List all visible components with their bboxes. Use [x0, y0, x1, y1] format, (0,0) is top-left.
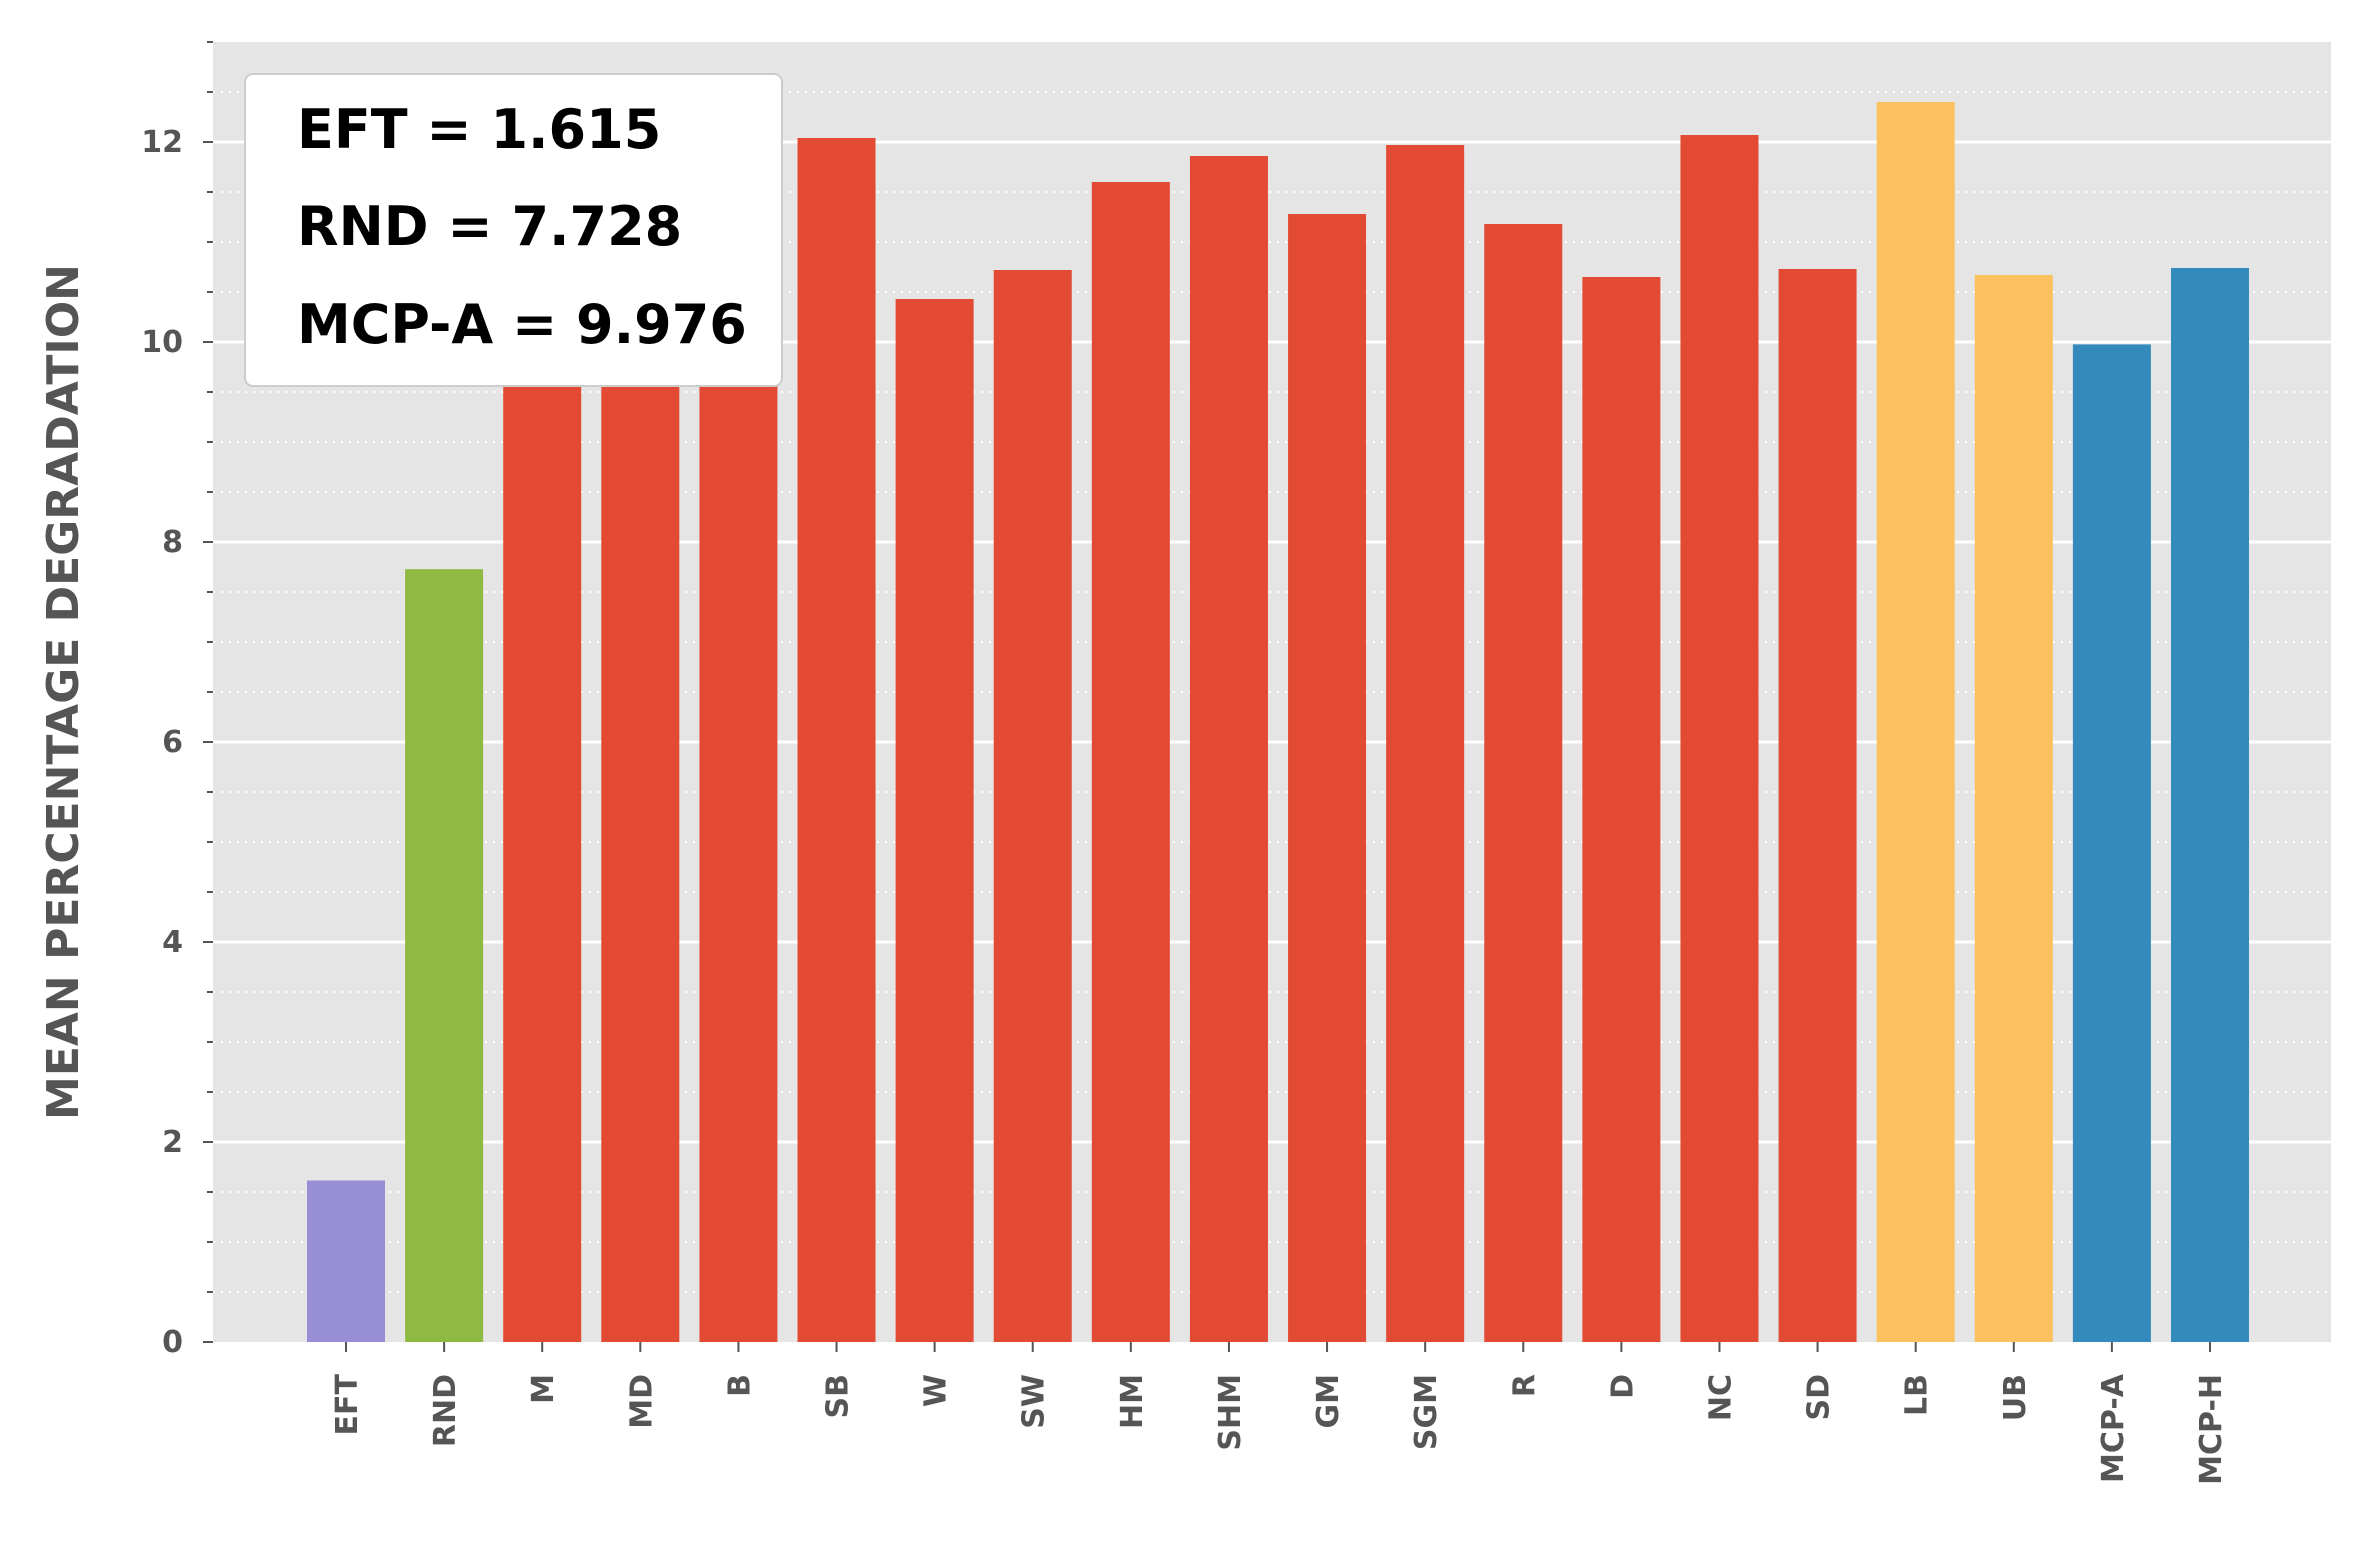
y-tick-label: 4: [162, 925, 183, 960]
bar-d: [1582, 277, 1661, 1342]
y-tick-label: 6: [162, 725, 183, 760]
bar-md: [601, 202, 680, 1342]
x-tick-label: W: [919, 1374, 954, 1407]
y-tick-label: 2: [162, 1125, 183, 1160]
y-tick-label: 10: [141, 325, 183, 360]
annotation-rnd: RND = 7.728: [297, 195, 682, 258]
annotation-eft: EFT = 1.615: [297, 98, 661, 161]
x-tick-label: SD: [1802, 1374, 1837, 1421]
x-tick-label: MCP-A: [2096, 1373, 2131, 1483]
y-axis: 0 2 4 6 8 10 12: [141, 41, 213, 1360]
x-tick-label: SHM: [1213, 1374, 1248, 1451]
bar-eft: [307, 1180, 385, 1342]
x-tick-label: D: [1605, 1374, 1640, 1399]
x-tick-label: B: [722, 1374, 757, 1397]
bar-sw: [993, 270, 1072, 1342]
bar-sgm: [1386, 145, 1465, 1342]
x-tick-label: SGM: [1409, 1374, 1444, 1450]
bar-shm: [1189, 156, 1268, 1342]
x-tick-label: RND: [428, 1374, 463, 1447]
bar-mcp-h: [2171, 268, 2249, 1342]
bar-ub: [1974, 275, 2053, 1342]
x-tick-label: UB: [1998, 1374, 2033, 1421]
bar-w: [895, 299, 974, 1342]
bar-sb: [797, 138, 876, 1342]
bar-lb: [1876, 102, 1955, 1342]
x-axis: EFT RND M MD B SB W SW HM SHM GM SGM R D NC SD LB UB MCP-A…: [330, 1342, 2229, 1485]
x-tick-label: NC: [1703, 1374, 1738, 1421]
bar-b: [699, 282, 778, 1342]
y-tick-label: 12: [141, 125, 183, 160]
bars: [307, 102, 2249, 1342]
bar-rnd: [405, 569, 484, 1342]
annotation-box: EFT = 1.615 RND = 7.728 MCP-A = 9.976: [244, 73, 783, 387]
bar-sd: [1778, 269, 1857, 1342]
bar-mcp-a: [2072, 344, 2151, 1342]
x-tick-label: R: [1507, 1374, 1542, 1397]
x-tick-label: MCP-H: [2194, 1374, 2229, 1485]
x-tick-label: HM: [1115, 1374, 1150, 1429]
x-tick-label: SW: [1017, 1374, 1052, 1429]
x-tick-label: LB: [1900, 1374, 1935, 1416]
y-axis-label: MEAN PERCENTAGE DEGRADATION: [38, 264, 89, 1120]
x-tick-label: EFT: [330, 1373, 365, 1435]
bar-hm: [1091, 182, 1170, 1342]
annotation-mcp-a: MCP-A = 9.976: [297, 293, 747, 356]
bar-nc: [1680, 135, 1759, 1342]
x-tick-label: M: [526, 1374, 561, 1404]
x-tick-label: MD: [624, 1374, 659, 1429]
y-tick-label: 0: [162, 1325, 183, 1360]
y-tick-label: 8: [162, 525, 183, 560]
bar-gm: [1288, 214, 1367, 1342]
bar-r: [1484, 224, 1563, 1342]
x-tick-label: GM: [1311, 1374, 1346, 1428]
x-tick-label: SB: [821, 1374, 856, 1418]
